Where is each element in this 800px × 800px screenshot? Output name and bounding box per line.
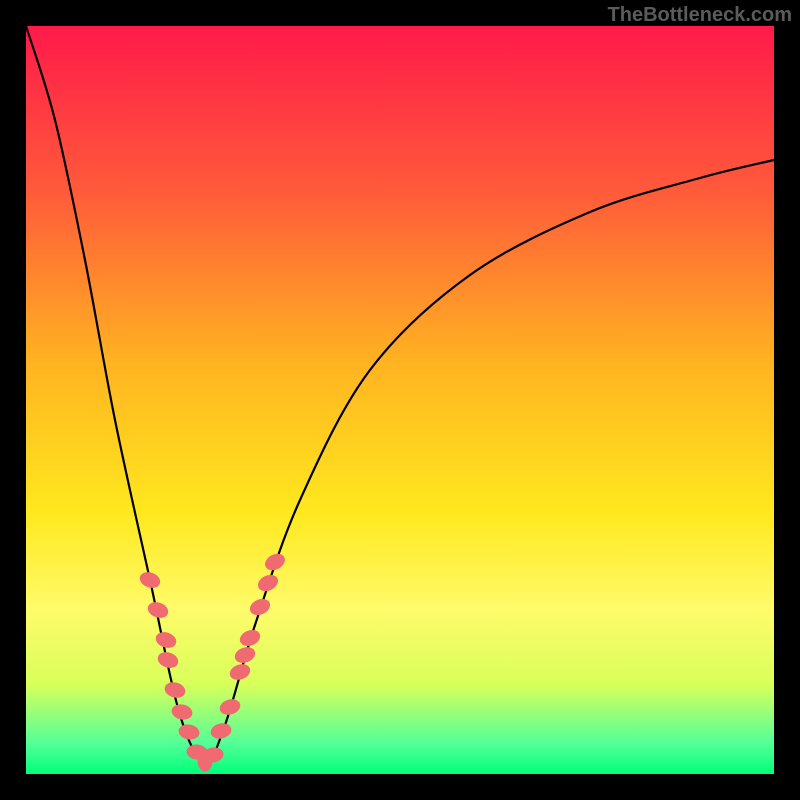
watermark-text: TheBottleneck.com [608, 4, 792, 27]
chart-root: TheBottleneck.com [0, 0, 800, 800]
plot-background-gradient [26, 26, 774, 774]
chart-svg [0, 0, 800, 800]
